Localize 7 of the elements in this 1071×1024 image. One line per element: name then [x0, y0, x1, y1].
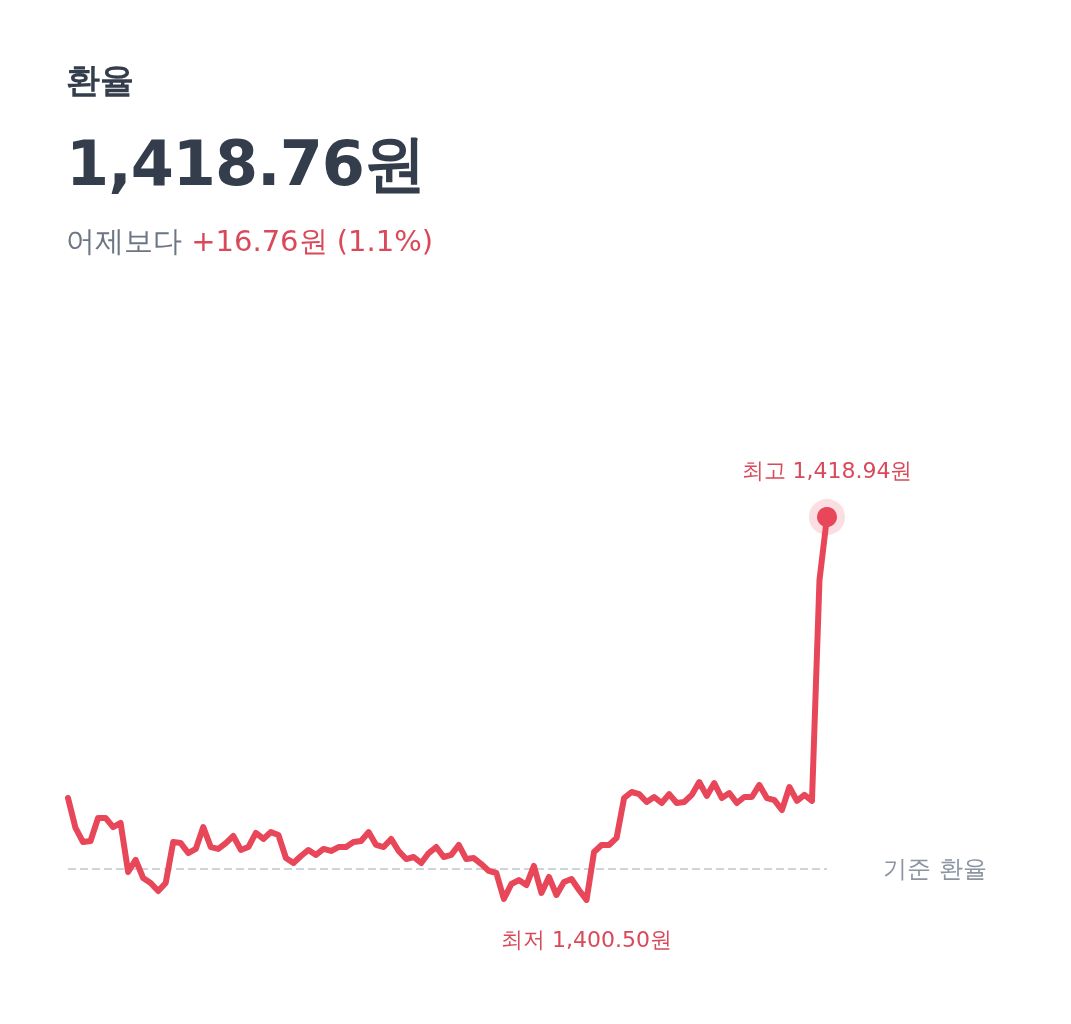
ref-line-label: 기준 환율 — [883, 854, 987, 883]
data-label: 최고 1,418.94원 — [741, 457, 913, 483]
chart-title: 환율 — [66, 59, 134, 102]
chart-subtitle: 1,418.76원 — [66, 126, 425, 202]
text: 어제보다 — [66, 224, 183, 258]
text: +16.76원 (1.1%) — [191, 224, 434, 258]
data-label: 최저 1,400.50원 — [501, 926, 673, 952]
